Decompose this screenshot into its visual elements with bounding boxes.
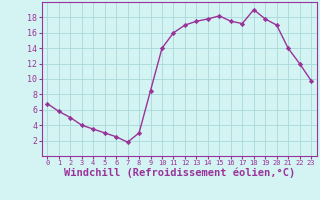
X-axis label: Windchill (Refroidissement éolien,°C): Windchill (Refroidissement éolien,°C) (64, 168, 295, 178)
